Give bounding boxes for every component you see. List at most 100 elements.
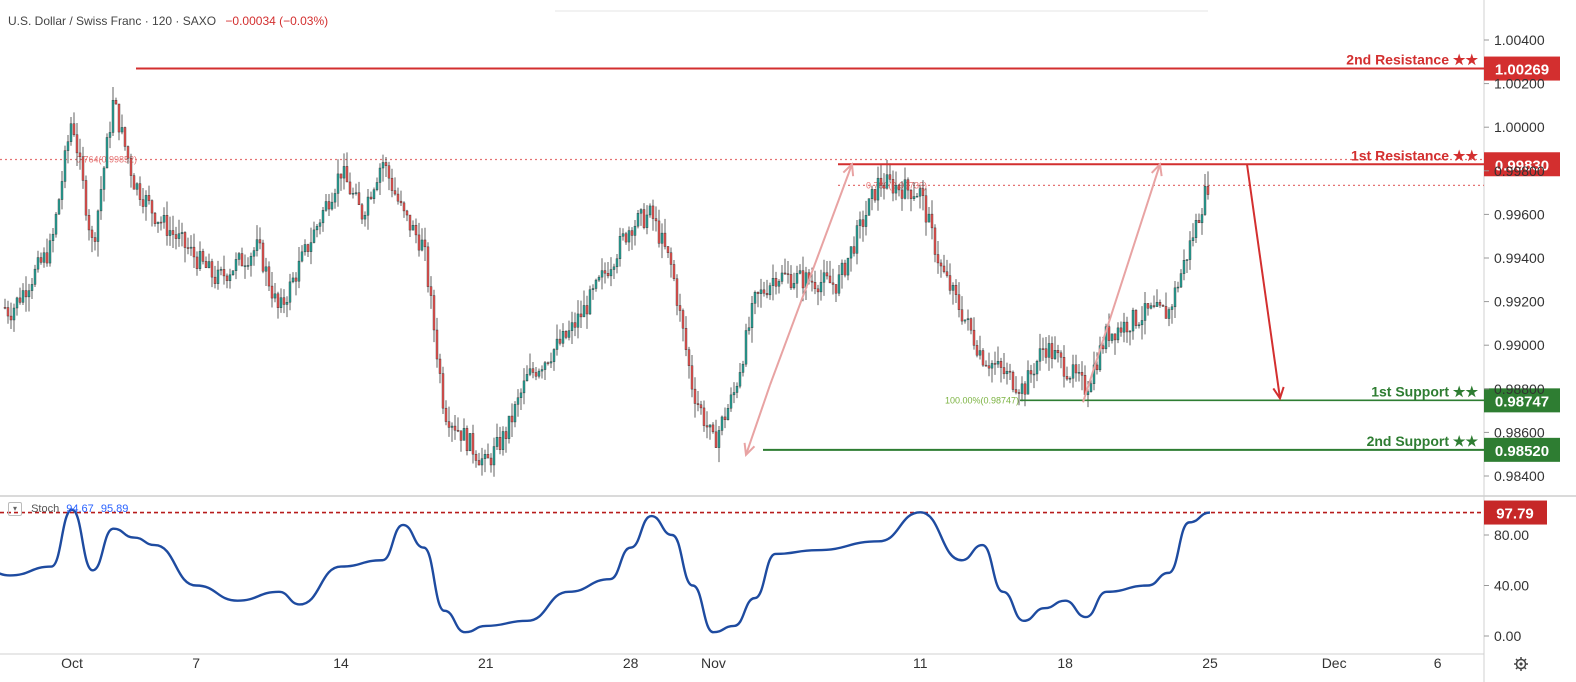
candle-body: [270, 285, 274, 299]
candle-body: [600, 270, 604, 278]
candle-body: [57, 199, 61, 215]
candle-body: [630, 230, 634, 236]
candle-body: [1023, 383, 1027, 395]
price-tick-label: 0.99200: [1494, 294, 1545, 310]
candle-body: [318, 222, 322, 227]
candle-body: [1065, 376, 1069, 380]
candle-body: [87, 214, 91, 231]
candle-body: [420, 239, 424, 251]
candle-body: [933, 227, 937, 255]
candle-body: [363, 215, 367, 220]
candle-body: [930, 213, 934, 229]
candle-body: [141, 199, 145, 207]
candle-body: [705, 425, 709, 428]
candle-body: [1038, 348, 1042, 362]
candle-body: [297, 260, 301, 282]
candle-body: [1014, 389, 1018, 393]
candle-body: [834, 284, 838, 294]
price-tick-label: 0.98400: [1494, 468, 1545, 484]
candle-body: [189, 246, 193, 249]
candle-body: [471, 433, 475, 455]
candle-body: [831, 282, 835, 285]
candle-body: [582, 305, 586, 318]
candle-body: [120, 127, 124, 133]
candle-body: [528, 368, 532, 375]
candle-body: [789, 274, 793, 289]
candle-body: [684, 328, 688, 350]
candle-body: [558, 338, 562, 344]
candle-body: [129, 158, 133, 176]
candle-body: [1176, 286, 1180, 289]
candle-body: [438, 358, 442, 374]
candle-body: [99, 189, 103, 212]
arrow-up-2-head: [1150, 162, 1163, 177]
candle-body: [771, 278, 775, 286]
candle-body: [1008, 370, 1012, 373]
candle-body: [1149, 305, 1153, 309]
candle-body: [123, 127, 127, 147]
candle-body: [72, 123, 76, 135]
candle-body: [429, 286, 433, 296]
candle-body: [1071, 364, 1075, 379]
candle-body: [1119, 327, 1123, 333]
candle-body: [855, 225, 859, 254]
candle-body: [1158, 302, 1162, 306]
candle-body: [606, 273, 610, 277]
candle-body: [867, 198, 871, 216]
candle-body: [546, 362, 550, 364]
candle-body: [303, 244, 307, 253]
candle-body: [732, 392, 736, 396]
projection-arrows: [743, 162, 1285, 458]
candle-body: [117, 103, 121, 133]
candle-body: [1116, 327, 1120, 341]
support-resistance-lines: 2nd Resistance ★★ 1.00269 1st Resistance ★…: [136, 52, 1560, 462]
candle-body: [231, 270, 235, 276]
candle-body: [1098, 345, 1102, 371]
candle-body: [531, 368, 535, 373]
candle-body: [702, 407, 706, 426]
candle-body: [717, 430, 721, 448]
candle-body: [402, 202, 406, 212]
candle-body: [1104, 326, 1108, 350]
candle-body: [330, 201, 334, 210]
candle-body: [492, 446, 496, 466]
candle-body: [102, 167, 106, 190]
candle-body: [171, 230, 175, 235]
arrow-down-left-head: [743, 442, 756, 458]
candle-body: [312, 229, 316, 243]
candle-body: [1140, 320, 1144, 326]
candle-body: [966, 318, 970, 321]
candle-body: [765, 293, 769, 296]
candle-body: [6, 307, 10, 317]
candle-body: [237, 253, 241, 260]
gear-icon[interactable]: [1514, 657, 1528, 671]
candle-body: [75, 134, 79, 154]
candle-body: [1146, 303, 1150, 309]
candle-body: [234, 259, 238, 271]
candle-body: [42, 252, 46, 263]
level-price-value: 0.98520: [1495, 443, 1549, 460]
time-tick-label: 18: [1057, 655, 1073, 671]
candle-body: [36, 257, 40, 270]
candle-body: [1179, 273, 1183, 288]
candle-body: [462, 428, 466, 441]
candle-body: [984, 364, 988, 367]
candle-body: [447, 421, 451, 428]
candle-body: [618, 235, 622, 259]
candle-body: [1200, 214, 1204, 224]
candle-body: [561, 331, 565, 344]
candle-body: [525, 374, 529, 382]
candle-body: [417, 234, 421, 251]
candle-body: [54, 213, 58, 235]
collapse-chevron-icon[interactable]: ▾: [8, 502, 22, 516]
stochastic-pane: 97.79: [0, 500, 1547, 634]
candle-body: [1167, 309, 1171, 319]
candle-body: [942, 265, 946, 272]
level-price-value: 0.99830: [1495, 157, 1549, 174]
candle-body: [1068, 377, 1072, 380]
candle-body: [666, 246, 670, 253]
symbol-title[interactable]: U.S. Dollar / Swiss Franc · 120 · SAXO: [8, 14, 217, 28]
candle-body: [261, 242, 265, 272]
candle-body: [681, 310, 685, 329]
candle-body: [990, 363, 994, 369]
